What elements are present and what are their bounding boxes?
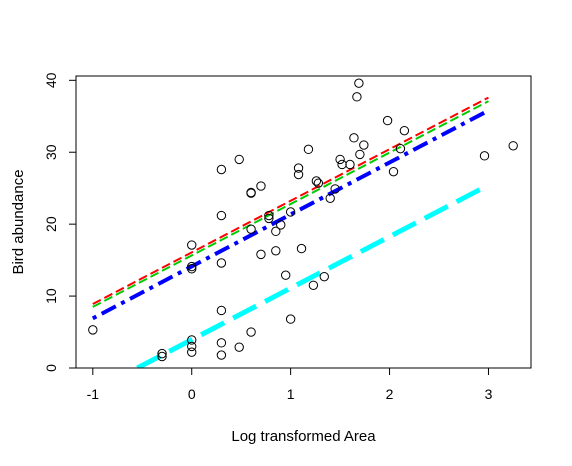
- data-point: [293, 169, 304, 180]
- data-points-layer: [88, 78, 518, 362]
- x-tick-label: 0: [188, 386, 196, 402]
- data-point: [246, 224, 256, 234]
- data-point: [216, 305, 227, 316]
- data-point: [388, 166, 399, 177]
- data-point: [216, 210, 227, 221]
- data-point: [157, 351, 167, 362]
- x-tick-label: 3: [485, 386, 493, 402]
- data-point: [319, 271, 329, 282]
- data-point: [234, 342, 244, 352]
- x-axis: -1 0 1 2 3: [87, 367, 493, 402]
- data-point: [303, 144, 314, 155]
- fit-line-1: [92, 96, 489, 305]
- x-tick-label: 2: [386, 386, 394, 402]
- data-point: [313, 178, 324, 188]
- data-point: [508, 141, 518, 151]
- data-point: [335, 154, 345, 165]
- fit-line-4: [136, 185, 484, 368]
- data-point: [187, 240, 197, 250]
- data-point: [187, 264, 197, 274]
- data-point: [271, 226, 281, 237]
- data-point: [246, 187, 256, 198]
- data-point: [264, 213, 274, 224]
- data-point: [187, 335, 197, 345]
- data-point: [308, 280, 319, 290]
- data-point: [399, 125, 410, 136]
- x-axis-label: Log transformed Area: [231, 428, 376, 445]
- data-point: [359, 140, 369, 150]
- data-point: [264, 210, 274, 221]
- data-point: [296, 243, 307, 254]
- data-point: [234, 154, 244, 165]
- data-point: [293, 163, 304, 173]
- data-point: [246, 327, 256, 337]
- data-point: [216, 258, 227, 268]
- y-axis: 0 10 20 30 40: [43, 72, 77, 372]
- fit-lines-layer: [91, 96, 490, 368]
- y-tick-label: 30: [43, 144, 59, 160]
- y-axis-label: Bird abundance: [10, 169, 27, 274]
- x-tick-label: -1: [87, 386, 100, 402]
- data-point: [187, 261, 197, 272]
- data-point: [395, 143, 406, 154]
- data-point: [280, 270, 291, 280]
- data-point: [187, 347, 197, 357]
- data-point: [345, 159, 355, 170]
- y-tick-label: 0: [43, 364, 59, 372]
- data-point: [355, 149, 365, 160]
- y-tick-label: 20: [43, 216, 59, 232]
- data-point: [187, 341, 197, 352]
- y-tick-label: 10: [43, 288, 59, 304]
- data-point: [271, 246, 281, 256]
- fit-line-2: [92, 100, 489, 308]
- data-point: [88, 325, 98, 335]
- data-point: [354, 78, 364, 88]
- data-point: [157, 348, 167, 359]
- data-point: [349, 133, 359, 143]
- data-point: [311, 176, 322, 186]
- x-tick-label: 1: [287, 386, 295, 402]
- data-point: [256, 181, 266, 191]
- data-point: [216, 338, 227, 348]
- data-point: [352, 92, 362, 102]
- data-point: [330, 184, 340, 194]
- data-point: [325, 193, 335, 203]
- y-tick-label: 40: [43, 72, 59, 88]
- fit-line-3: [91, 108, 490, 321]
- data-point: [256, 249, 266, 260]
- data-point: [216, 164, 227, 175]
- data-point: [276, 220, 286, 230]
- data-point: [216, 350, 227, 360]
- data-point: [285, 314, 296, 324]
- data-point: [479, 151, 490, 161]
- data-point: [382, 115, 393, 126]
- data-point: [285, 207, 296, 217]
